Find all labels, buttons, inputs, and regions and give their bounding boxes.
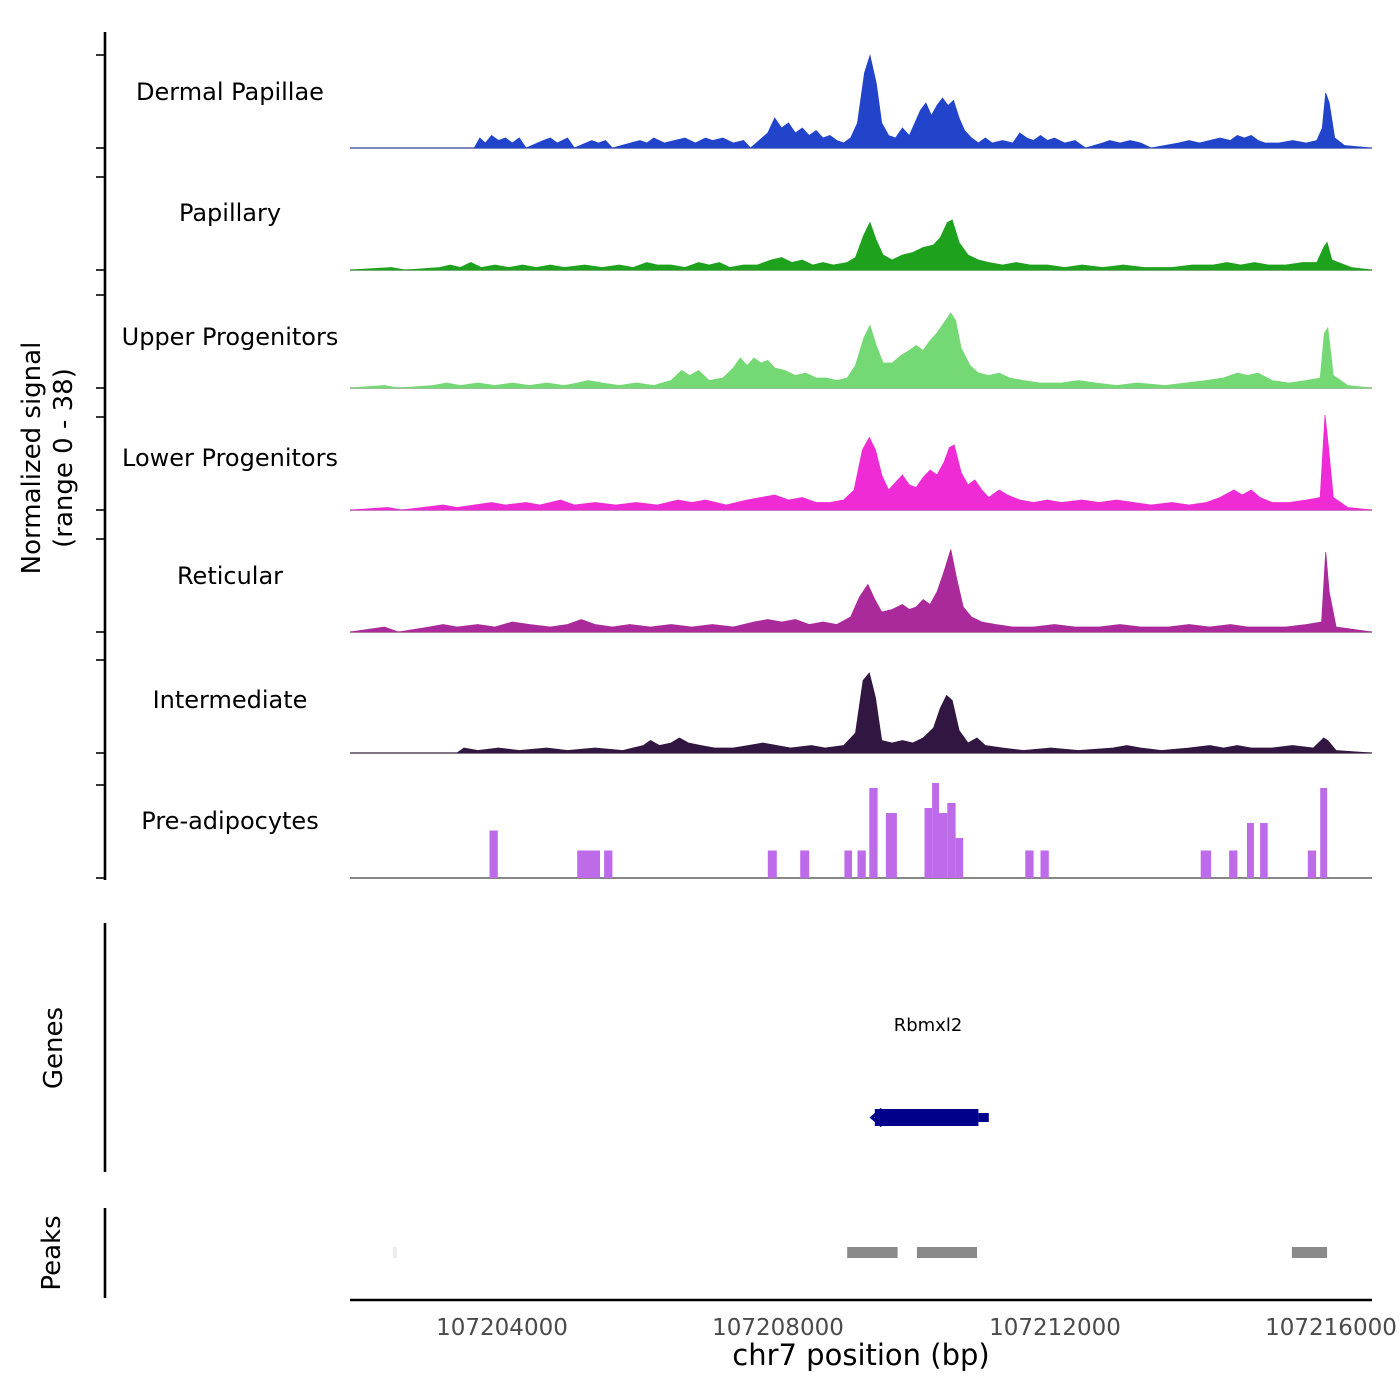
x-tick-label-0: 107204000 [436,1315,568,1341]
gene-utr [978,1113,989,1122]
signal-bar [885,813,897,878]
signal-bar [1025,850,1034,878]
signal-bar [869,788,878,878]
signal-bar [577,850,600,878]
gene-name-label: Rbmxl2 [894,1015,963,1036]
signal-axis-ticks [96,54,105,879]
gene-layer [869,1107,989,1128]
signal-bar [924,808,933,878]
track-label-lower-progenitors: Lower Progenitors [122,444,338,472]
y-axis-label-line2: (range 0 - 38) [49,368,79,548]
track-label-intermediate: Intermediate [153,686,308,714]
signal-bar [767,850,777,878]
peaks-section-label: Peaks [37,1215,67,1290]
gene-body [874,1109,979,1126]
signal-bar [844,850,852,878]
track-label-upper-progenitors: Upper Progenitors [122,323,339,351]
peak-interval [392,1247,397,1258]
signal-tracks-layer [349,53,1373,879]
signal-bar [1260,823,1268,878]
genes-section-label: Genes [39,1007,69,1089]
track-label-papillary: Papillary [179,199,281,227]
gene-strand-arrow-icon [869,1107,883,1128]
track-label-pre-adipocytes: Pre-adipocytes [141,807,318,835]
signal-area-track-5 [350,672,1373,754]
signal-area-track-3 [349,414,1373,511]
signal-area-track-2 [349,312,1373,389]
peak-interval [847,1247,898,1258]
signal-area-track-4 [349,549,1373,633]
signal-bar [1200,850,1212,878]
x-tick-label-3: 107216000 [1265,1315,1397,1341]
track-label-reticular: Reticular [177,562,283,590]
y-axis-label-line1: Normalized signal [17,342,47,575]
peaks-layer [392,1247,1328,1258]
signal-bar [1040,850,1049,878]
signal-bar [857,850,866,878]
signal-bar [955,838,964,878]
track-label-dermal-papillae: Dermal Papillae [136,78,324,106]
signal-bar [1229,850,1238,878]
peak-interval [1291,1247,1328,1258]
x-axis-title: chr7 position (bp) [732,1338,989,1372]
signal-bar [947,803,956,878]
signal-bar [1307,850,1317,878]
signal-bar [1320,788,1328,878]
signal-bar [604,850,613,878]
signal-area-track-0 [350,53,1373,149]
x-tick-label-1: 107208000 [712,1315,844,1341]
peak-interval [916,1247,977,1258]
signal-bar [1247,823,1254,878]
signal-bar [489,830,498,878]
signal-bar [932,783,939,878]
signal-bar [939,813,948,878]
signal-bar [800,850,810,878]
x-tick-label-2: 107212000 [989,1315,1121,1341]
signal-area-track-1 [349,219,1373,271]
